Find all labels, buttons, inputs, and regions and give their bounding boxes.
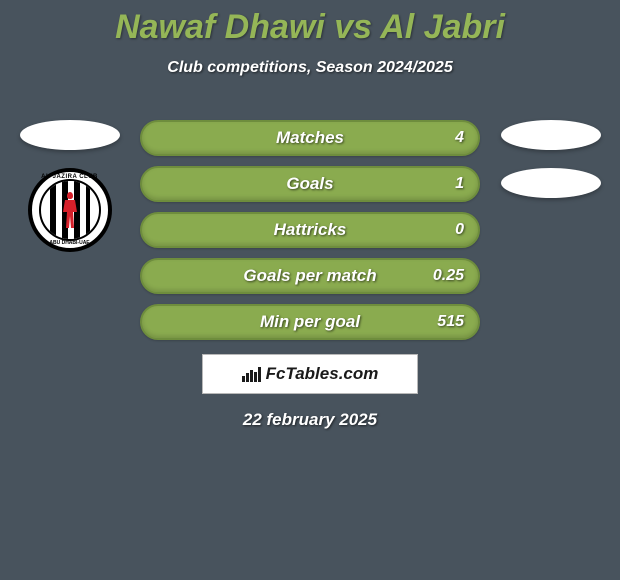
left-player-column: AL-JAZIRA CLUB ABU DHABI-UAE: [12, 120, 127, 252]
stat-label: Matches: [276, 128, 344, 148]
stat-row-mpg: Min per goal 515: [140, 304, 480, 340]
stat-value-right: 1: [455, 175, 464, 193]
brand-text: FcTables.com: [266, 364, 379, 384]
stat-value-right: 0.25: [433, 267, 464, 285]
right-player-photo-placeholder: [501, 120, 601, 150]
stat-label: Min per goal: [260, 312, 360, 332]
stat-label: Goals per match: [243, 266, 376, 286]
stat-value-right: 515: [437, 313, 464, 331]
club-figure-icon: [57, 190, 83, 230]
stat-row-gpm: Goals per match 0.25: [140, 258, 480, 294]
stat-value-right: 0: [455, 221, 464, 239]
stat-row-matches: Matches 4: [140, 120, 480, 156]
brand-attribution: FcTables.com: [202, 354, 418, 394]
right-player-column: [493, 120, 608, 216]
left-player-photo-placeholder: [20, 120, 120, 150]
club-badge-inner: [39, 179, 101, 241]
stat-label: Goals: [286, 174, 333, 194]
right-club-photo-placeholder: [501, 168, 601, 198]
left-club-badge: AL-JAZIRA CLUB ABU DHABI-UAE: [28, 168, 112, 252]
stat-row-hattricks: Hattricks 0: [140, 212, 480, 248]
club-location-text: ABU DHABI-UAE: [32, 240, 108, 246]
infographic-card: Nawaf Dhawi vs Al Jabri Club competition…: [0, 0, 620, 580]
bar-chart-icon: [242, 366, 262, 382]
stats-panel: Matches 4 Goals 1 Hattricks 0 Goals per …: [140, 120, 480, 430]
stat-row-goals: Goals 1: [140, 166, 480, 202]
snapshot-date: 22 february 2025: [140, 410, 480, 430]
stat-label: Hattricks: [274, 220, 347, 240]
season-subtitle: Club competitions, Season 2024/2025: [0, 59, 620, 77]
comparison-title: Nawaf Dhawi vs Al Jabri: [0, 0, 620, 47]
stat-value-right: 4: [455, 129, 464, 147]
